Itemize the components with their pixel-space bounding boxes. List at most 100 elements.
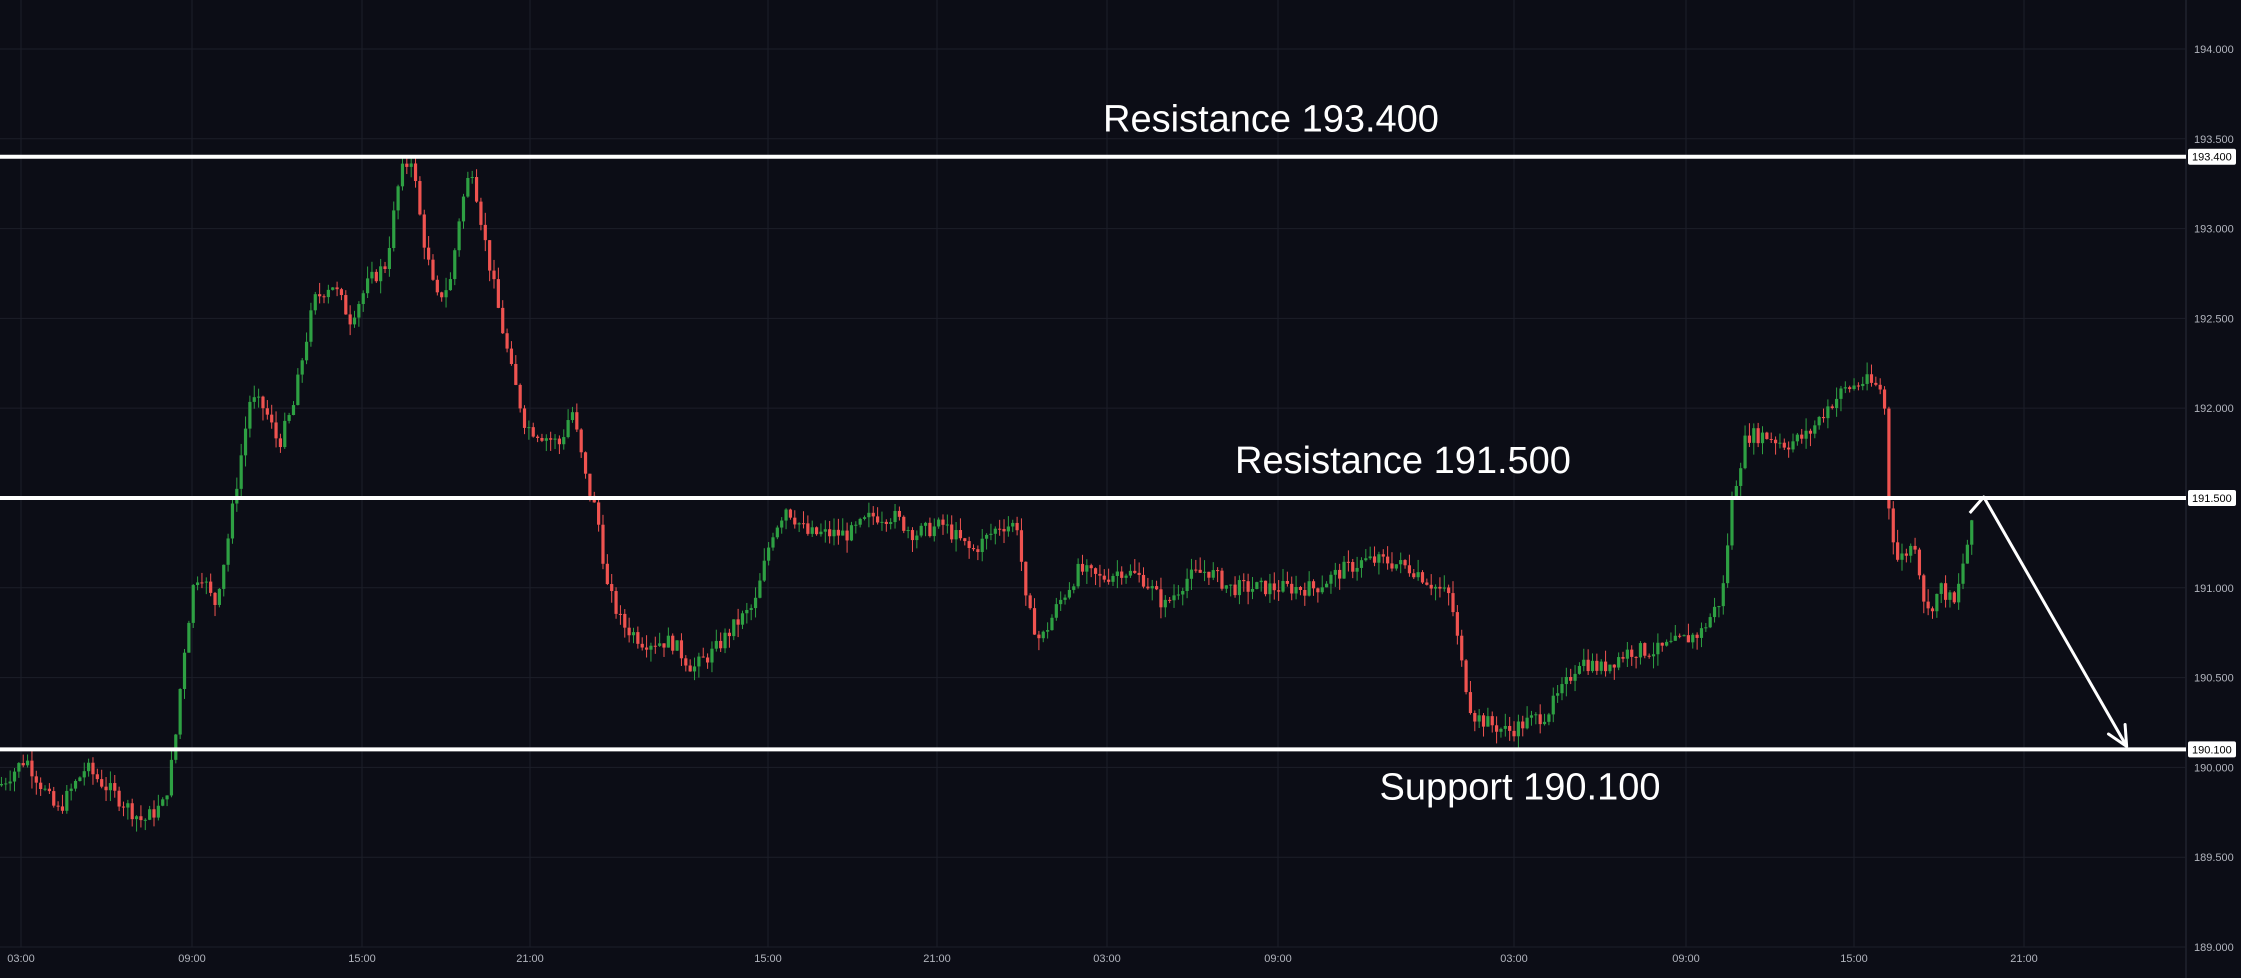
candle-down (139, 816, 143, 821)
candle-down (422, 214, 426, 248)
candle-up (1202, 571, 1207, 573)
candle-up (780, 520, 784, 528)
candle-up (1115, 571, 1119, 576)
candle-down (522, 408, 527, 428)
candle-down (1930, 608, 1935, 612)
candle-up (1843, 387, 1847, 389)
candle-up (1752, 428, 1756, 443)
candle-up (544, 438, 548, 441)
candle-down (671, 635, 675, 651)
candle-up (1582, 659, 1586, 666)
candle-down (1216, 570, 1220, 572)
candle-down (1298, 587, 1303, 590)
candle-up (1534, 714, 1538, 716)
candle-down (1037, 634, 1041, 639)
candle-up (1359, 560, 1364, 568)
candle-up (239, 455, 243, 489)
candle-up (409, 163, 413, 167)
candle-up (649, 645, 653, 650)
candle-up (832, 529, 836, 537)
candle-down (344, 295, 348, 315)
candle-up (666, 635, 670, 648)
candle-down (1015, 522, 1019, 531)
candle-down (610, 584, 614, 592)
candle-up (767, 547, 771, 561)
time-tick-label: 03:00 (1093, 953, 1121, 965)
candle-down (998, 528, 1002, 530)
candle-up (108, 783, 113, 791)
candle-up (697, 656, 701, 667)
candle-up (1181, 590, 1185, 595)
candle-up (1791, 441, 1795, 450)
candle-up (1673, 635, 1677, 641)
candle-up (906, 530, 910, 532)
candle-up (1320, 587, 1324, 593)
candle-down (605, 563, 609, 585)
candle-down (1242, 580, 1246, 582)
candle-up (134, 816, 139, 820)
candle-down (1272, 583, 1276, 591)
price-tick-label: 194.000 (2194, 44, 2234, 56)
time-tick-label: 21:00 (923, 953, 951, 965)
candle-down (1133, 570, 1137, 573)
candle-up (1486, 716, 1490, 727)
candle-up (1259, 580, 1263, 583)
candle-up (257, 396, 261, 398)
candle-down (601, 524, 605, 564)
candle-up (849, 525, 854, 541)
candle-up (1163, 599, 1167, 608)
candle-down (1468, 692, 1473, 714)
candle-down (318, 294, 322, 297)
candle-down (1612, 664, 1616, 668)
candle-down (270, 414, 274, 423)
candle-up (1516, 721, 1520, 737)
candle-up (823, 529, 827, 532)
candle-down (1002, 529, 1006, 532)
candle-down (1878, 384, 1882, 390)
price-tick-label: 191.000 (2194, 583, 2234, 595)
candle-up (1961, 563, 1965, 584)
candle-up (304, 341, 309, 361)
candle-down (1316, 588, 1320, 593)
candle-up (1560, 684, 1564, 694)
candle-down (1473, 713, 1477, 722)
candle-up (309, 310, 313, 342)
candle-down (213, 592, 217, 605)
candle-up (562, 437, 566, 445)
candle-down (1787, 447, 1791, 450)
candle-down (34, 776, 38, 783)
candle-up (1189, 569, 1194, 579)
candle-up (658, 643, 662, 646)
candle-up (461, 196, 466, 222)
candle-down (1538, 714, 1542, 725)
candle-down (152, 809, 156, 818)
candle-down (1887, 408, 1891, 509)
candle-up (1804, 430, 1808, 439)
candle-up (527, 427, 531, 429)
candle-down (1420, 572, 1425, 583)
candle-up (980, 538, 984, 553)
candle-down (1647, 655, 1651, 657)
candle-series (0, 155, 1974, 832)
price-tick-label: 190.500 (2194, 673, 2234, 685)
candle-down (1263, 580, 1268, 595)
candle-down (1634, 656, 1638, 658)
candle-up (387, 247, 391, 270)
candle-up (1342, 561, 1346, 579)
time-axis[interactable]: 03:00 09:00 15:00 21:00 15:00 21:00 03:00 09:00… (7, 953, 2038, 965)
candle-up (156, 805, 160, 818)
candle-up (723, 632, 727, 649)
candle-down (684, 658, 688, 666)
candle-down (488, 240, 492, 271)
candle-up (1150, 586, 1154, 589)
candle-up (631, 632, 636, 636)
candle-up (12, 771, 17, 782)
candle-down (1141, 574, 1146, 587)
candle-up (1717, 606, 1721, 608)
candle-up (204, 581, 208, 583)
candle-down (1508, 725, 1512, 731)
candle-up (1355, 567, 1359, 572)
candle-down (1917, 549, 1922, 576)
price-axis[interactable]: 194.000 193.500 193.000 192.500 192.000 191.5… (2188, 44, 2236, 954)
candle-down (278, 438, 283, 448)
